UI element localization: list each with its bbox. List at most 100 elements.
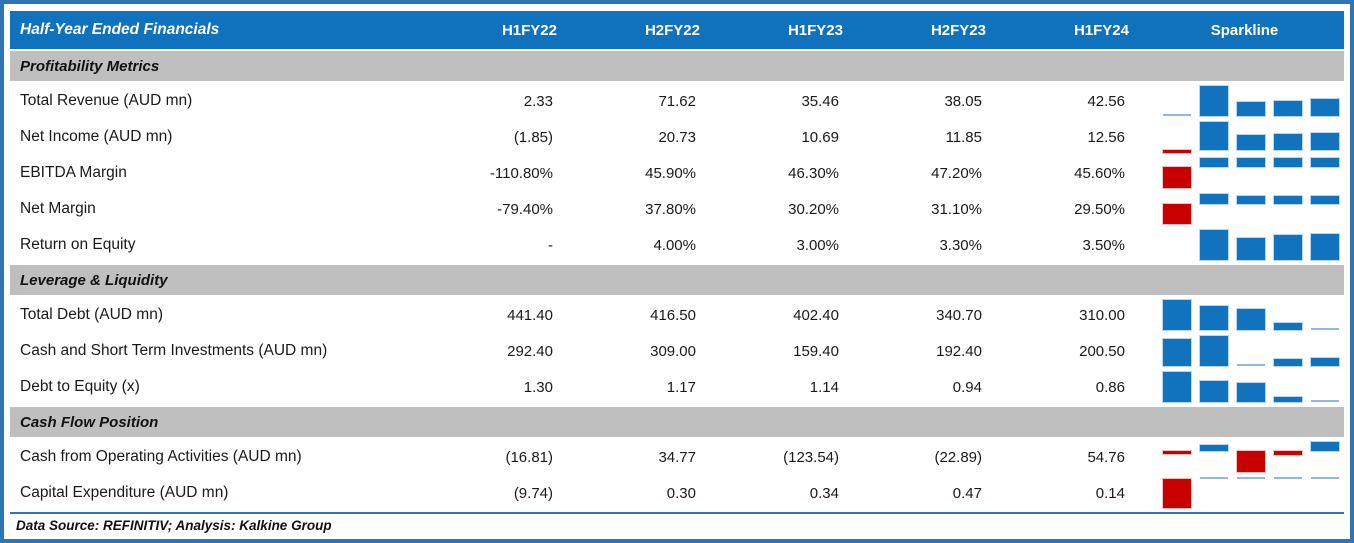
cell-value: 1.30 (523, 378, 553, 396)
cell-value: -110.80% (489, 164, 553, 182)
sparkline-slot (1307, 336, 1344, 366)
cell-value: 11.85 (945, 128, 982, 146)
cell-value: 12.56 (1087, 128, 1125, 146)
sparkline-bar (1200, 305, 1228, 330)
sparkline-bar (1311, 158, 1339, 167)
sparkline-bar (1311, 233, 1339, 260)
sparkline-slot (1233, 372, 1270, 402)
sparkline-slot (1307, 477, 1344, 508)
sparkline-slot (1307, 158, 1344, 188)
row-label: Total Revenue (AUD mn) (20, 92, 193, 109)
sparkline-bar (1311, 477, 1339, 480)
sparkline-cell (1145, 442, 1344, 472)
cell-value: 0.47 (952, 484, 982, 502)
sparkline-slot (1233, 300, 1270, 330)
sparkline-slot (1196, 442, 1233, 472)
sparkline-bar (1237, 101, 1265, 116)
column-header-h2fy22: H2FY22 (644, 21, 700, 39)
cell-value: 54.76 (1087, 448, 1125, 466)
sparkline-bar (1200, 122, 1228, 150)
cell-value: 4.00% (653, 236, 696, 254)
sparkline-slot (1196, 158, 1233, 188)
sparkline-slot (1307, 194, 1344, 224)
sparkline-cell (1145, 86, 1344, 116)
sparkline-slot (1159, 300, 1196, 330)
sparkline-slot (1159, 230, 1196, 260)
sparkline-bar (1274, 235, 1302, 260)
sparkline-bar (1237, 451, 1265, 472)
sparkline-bar (1274, 133, 1302, 150)
sparkline-slot (1233, 122, 1270, 152)
row-label: Debt to Equity (x) (20, 378, 140, 395)
sparkline-bar (1200, 445, 1228, 452)
row-label: Return on Equity (20, 236, 136, 253)
sparkline-bar (1311, 132, 1339, 150)
cell-value: -79.40% (497, 200, 553, 218)
sparkline-bar (1311, 442, 1339, 452)
sparkline-bar (1311, 98, 1339, 116)
sparkline-slot (1159, 442, 1196, 472)
cell-value: 3.50% (1082, 236, 1125, 254)
sparkline-bar (1274, 359, 1302, 366)
sparkline-bar (1163, 339, 1191, 366)
sparkline-slot (1270, 230, 1307, 260)
sparkline-bar (1237, 237, 1265, 260)
sparkline-slot (1233, 442, 1270, 472)
sparkline-bar (1311, 196, 1339, 204)
sparkline-bar (1200, 194, 1228, 204)
sparkline-slot (1159, 158, 1196, 188)
sparkline-slot (1270, 336, 1307, 366)
cell-value: 30.20% (788, 200, 839, 218)
cell-value: 29.50% (1074, 200, 1125, 218)
sparkline-bar (1274, 396, 1302, 402)
sparkline-bar (1163, 166, 1191, 188)
sparkline-slot (1307, 122, 1344, 152)
cell-value: 10.69 (801, 128, 839, 146)
cell-value: 200.50 (1079, 342, 1125, 360)
table-row: EBITDA Margin -110.80% 45.90% 46.30% 47.20% 4… (10, 155, 1344, 191)
table-row: Capital Expenditure (AUD mn) (9.74) 0.30 0.… (10, 475, 1344, 511)
cell-value: 1.17 (666, 378, 696, 396)
cell-value: 1.14 (809, 378, 839, 396)
cell-value: 441.40 (507, 306, 553, 324)
cell-value: 45.60% (1074, 164, 1125, 182)
row-label: Net Income (AUD mn) (20, 128, 173, 145)
cell-value: 46.30% (788, 164, 839, 182)
sparkline-slot (1196, 300, 1233, 330)
sparkline-bar (1200, 158, 1228, 167)
cell-value: 416.50 (650, 306, 696, 324)
row-label: Capital Expenditure (AUD mn) (20, 484, 229, 501)
row-label: Cash and Short Term Investments (AUD mn) (20, 342, 328, 359)
sparkline-bar (1237, 158, 1265, 167)
sparkline-bar (1274, 451, 1302, 456)
sparkline-bar (1163, 114, 1191, 116)
sparkline-slot (1159, 86, 1196, 116)
column-header-h1fy22: H1FY22 (501, 21, 557, 39)
sparkline-bar (1163, 300, 1191, 330)
table-header-row: Half-Year Ended Financials H1FY22 H2FY22… (10, 11, 1344, 49)
sparkline-bar (1200, 380, 1228, 402)
table-row: Net Margin -79.40% 37.80% 30.20% 31.10% 29.50… (10, 191, 1344, 227)
table-row: Total Revenue (AUD mn) 2.33 71.62 35.46 38.0… (10, 83, 1344, 119)
cell-value: (22.89) (934, 448, 982, 466)
sparkline-cell (1145, 300, 1344, 330)
sparkline-bar (1237, 196, 1265, 204)
sparkline-slot (1270, 194, 1307, 224)
sparkline-slot (1196, 86, 1233, 116)
cell-value: 34.77 (658, 448, 696, 466)
row-label: Cash from Operating Activities (AUD mn) (20, 448, 302, 465)
cell-value: 37.80% (645, 200, 696, 218)
cell-value: 47.20% (931, 164, 982, 182)
cell-value: 159.40 (793, 342, 839, 360)
sparkline-bar (1163, 479, 1191, 508)
sparkline-slot (1307, 86, 1344, 116)
sparkline-bar (1163, 203, 1191, 224)
sparkline-bar (1237, 135, 1265, 150)
sparkline-cell (1145, 336, 1344, 366)
sparkline-slot (1233, 477, 1270, 508)
table-body: Profitability Metrics Total Revenue (AUD … (10, 51, 1344, 511)
sparkline-bar (1200, 336, 1228, 366)
data-source-note: Data Source: REFINITIV; Analysis: Kalkin… (10, 512, 1344, 533)
sparkline-bar (1274, 195, 1302, 204)
